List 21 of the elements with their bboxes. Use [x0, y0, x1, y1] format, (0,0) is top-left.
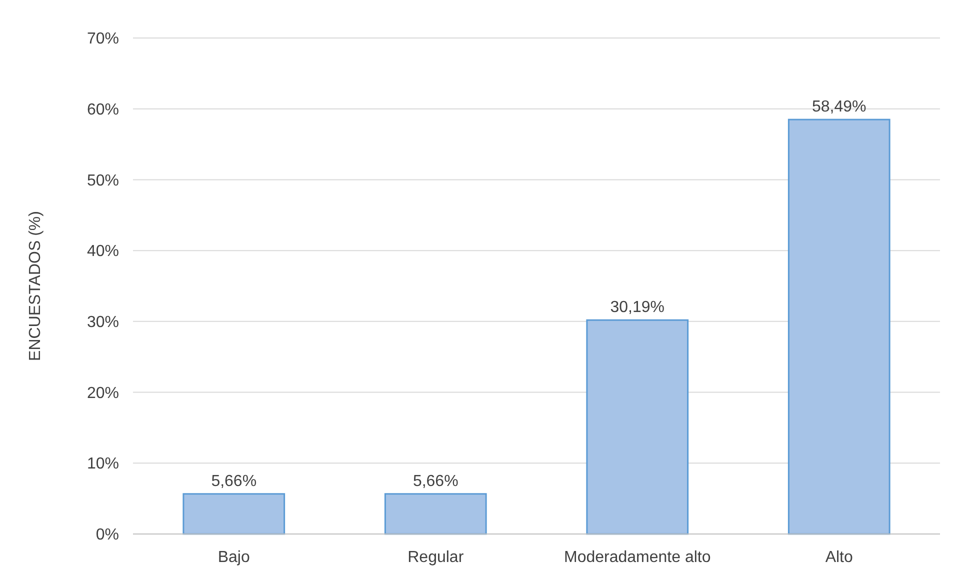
y-tick-label: 30%	[86, 314, 119, 332]
x-tick-label: Moderadamente alto	[564, 549, 711, 566]
data-label: 30,19%	[610, 299, 665, 316]
y-axis-title: ENCUESTADOS (%)	[27, 211, 44, 361]
x-tick-label: Alto	[825, 549, 854, 566]
x-tick-label: Regular	[408, 549, 464, 566]
y-tick-label: 50%	[86, 172, 119, 190]
bar	[586, 319, 689, 535]
data-label: 58,49%	[812, 98, 866, 116]
y-tick-label: 60%	[86, 101, 119, 118]
bar	[182, 493, 286, 535]
data-label: 5,66%	[211, 472, 257, 490]
x-tick-label: Bajo	[218, 549, 250, 566]
y-tick-label: 70%	[86, 30, 119, 48]
y-tick-label: 40%	[86, 243, 119, 260]
bar	[384, 493, 487, 535]
y-tick-label: 20%	[86, 384, 119, 402]
y-tick-label: 10%	[86, 456, 119, 473]
data-label: 5,66%	[412, 472, 458, 490]
bar	[788, 118, 890, 535]
y-tick-label: 0%	[96, 526, 119, 544]
